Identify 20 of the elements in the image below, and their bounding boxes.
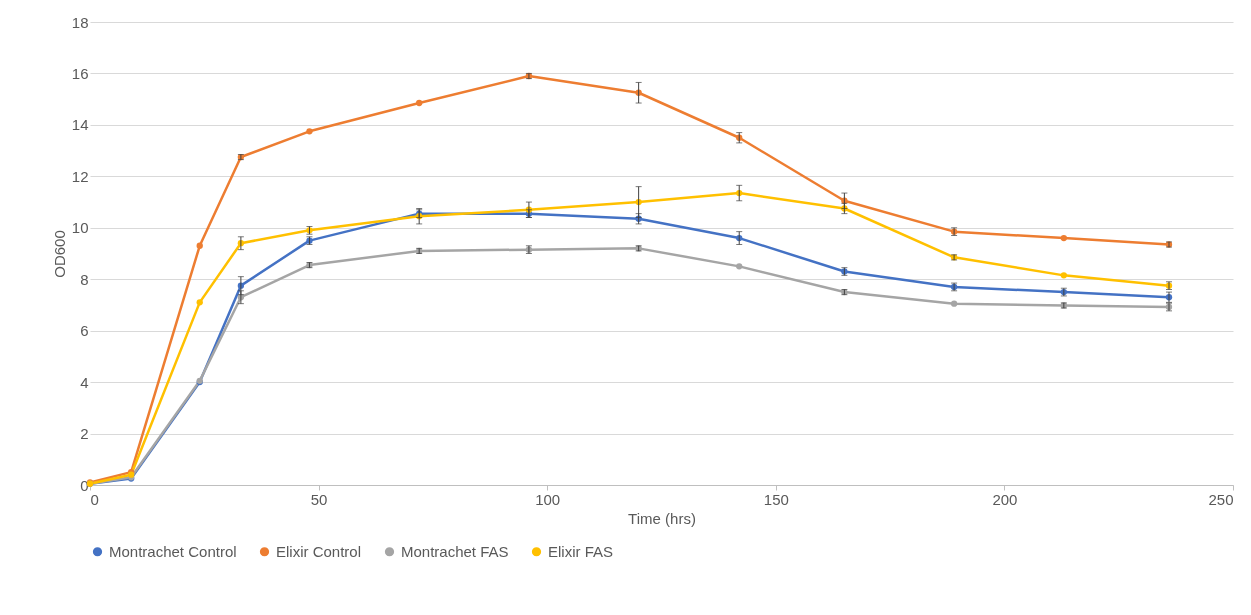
y-tick-label: 2 <box>80 425 89 443</box>
y-tick-label: 16 <box>71 64 89 82</box>
y-tick-label: 10 <box>71 219 89 237</box>
x-tick-label: 100 <box>535 490 561 508</box>
y-tick-label: 14 <box>71 116 89 134</box>
x-tick-label: 200 <box>992 490 1018 508</box>
y-tick-label: 6 <box>80 322 89 340</box>
legend-label: Montrachet FAS <box>401 542 509 560</box>
x-tick-label: 50 <box>310 490 328 508</box>
y-tick-label: 18 <box>71 13 89 31</box>
x-axis-title: Time (hrs) <box>628 509 696 527</box>
y-axis-title: OD600 <box>50 230 68 278</box>
y-tick-label: 8 <box>80 270 89 288</box>
x-tick-label: 250 <box>1208 490 1234 508</box>
legend-label: Elixir FAS <box>548 542 614 560</box>
y-tick-label: 4 <box>80 373 89 391</box>
y-tick-label: 12 <box>71 167 89 185</box>
legend-label: Elixir Control <box>276 542 362 560</box>
x-tick-label: 150 <box>763 490 789 508</box>
legend-label: Montrachet Control <box>109 542 237 560</box>
